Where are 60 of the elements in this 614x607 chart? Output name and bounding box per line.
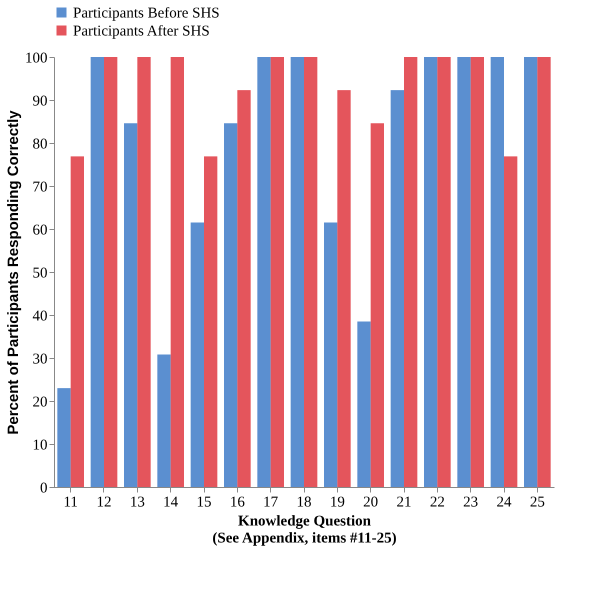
bar xyxy=(370,123,384,487)
bar xyxy=(424,57,438,487)
bar xyxy=(457,57,471,487)
bar xyxy=(204,156,218,487)
y-tick-label: 50 xyxy=(32,266,48,282)
x-tick-label: 11 xyxy=(63,494,78,510)
bar xyxy=(237,90,251,487)
x-tick-label: 19 xyxy=(330,494,345,510)
x-tick-label: 22 xyxy=(430,494,445,510)
bar xyxy=(124,123,138,487)
bar xyxy=(324,222,338,487)
bar xyxy=(470,57,484,487)
y-tick-label: 40 xyxy=(32,308,48,324)
y-tick-label: 10 xyxy=(32,438,48,454)
bar xyxy=(170,57,184,487)
y-tick-label: 70 xyxy=(32,180,48,196)
bar xyxy=(157,354,171,487)
bar xyxy=(390,90,404,487)
x-tick-label: 14 xyxy=(163,494,179,510)
bar xyxy=(257,57,271,487)
y-tick-label: 80 xyxy=(32,136,48,152)
y-tick-label: 20 xyxy=(32,394,48,410)
x-tick-label: 21 xyxy=(396,494,412,510)
bar xyxy=(437,57,451,487)
y-tick-label: 100 xyxy=(25,50,48,66)
bar xyxy=(537,57,551,487)
x-tick-label: 23 xyxy=(463,494,478,510)
y-tick-label: 60 xyxy=(32,222,48,238)
y-tick-label: 90 xyxy=(32,94,48,110)
bar xyxy=(337,90,351,487)
bar xyxy=(490,57,504,487)
bar xyxy=(357,321,371,487)
bar xyxy=(90,57,104,487)
bar xyxy=(190,222,204,487)
x-tick-label: 12 xyxy=(96,494,112,510)
x-tick-label: 17 xyxy=(263,494,279,510)
x-tick-label: 20 xyxy=(363,494,378,510)
x-tick-label: 24 xyxy=(496,494,512,510)
bar xyxy=(137,57,151,487)
bar xyxy=(304,57,318,487)
x-tick-label: 16 xyxy=(230,494,246,510)
bar xyxy=(224,123,238,487)
x-tick-label: 25 xyxy=(530,494,545,510)
x-axis-title: Knowledge Question (See Appendix, items #11-25) xyxy=(212,514,397,546)
bar xyxy=(504,156,518,487)
x-tick-label: 15 xyxy=(196,494,212,510)
bar xyxy=(104,57,118,487)
bar xyxy=(404,57,418,487)
legend-label: Participants Before SHS xyxy=(73,6,220,22)
bar xyxy=(524,57,538,487)
bar xyxy=(270,57,284,487)
bar xyxy=(57,388,71,487)
x-tick-label: 18 xyxy=(296,494,312,510)
bar xyxy=(290,57,304,487)
y-tick-label: 0 xyxy=(40,480,48,496)
x-tick-label: 13 xyxy=(130,494,145,510)
y-tick-label: 30 xyxy=(32,352,48,368)
bar xyxy=(70,156,84,487)
legend-label: Participants After SHS xyxy=(73,24,210,40)
y-axis-title: Percent of Participants Responding Correctly xyxy=(5,110,22,435)
